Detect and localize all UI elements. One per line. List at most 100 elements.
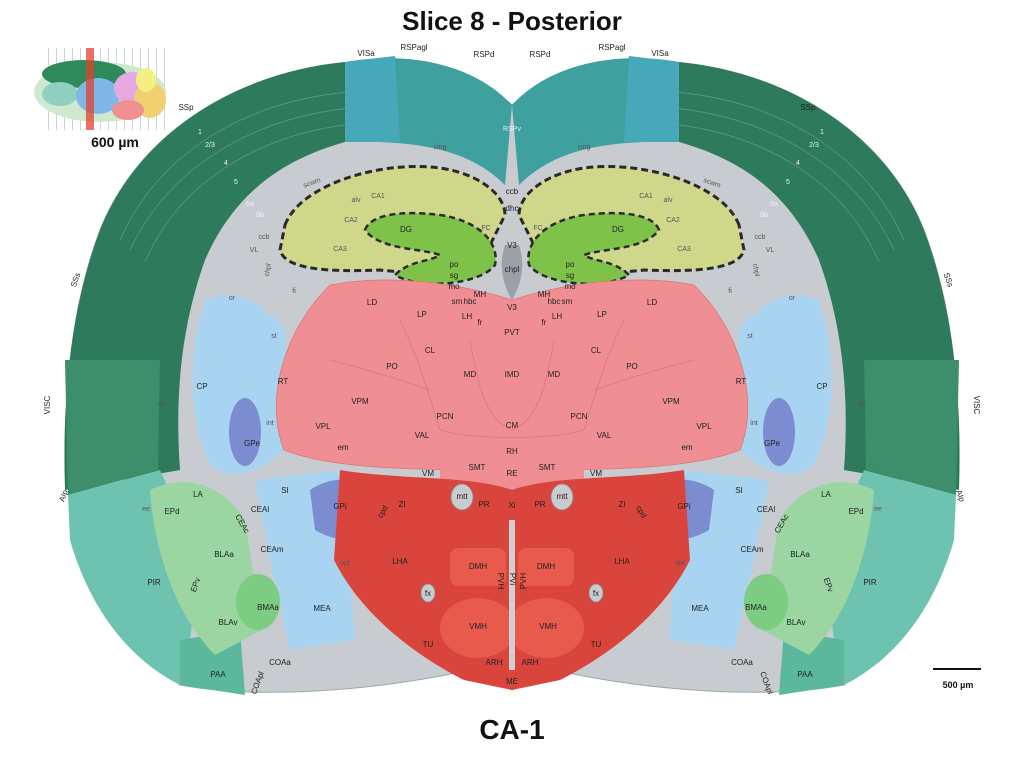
label-LH-right: LH (552, 312, 562, 321)
label-IMD: IMD (505, 370, 520, 379)
label-BLAa-left: BLAa (214, 550, 234, 559)
label-mtt-right: mtt (556, 492, 568, 501)
dentate-gyrus-left (363, 211, 497, 285)
label-L6b-right: 6b (760, 212, 768, 219)
label-CA3-right: CA3 (677, 246, 691, 253)
label-hbc-right: hbc (548, 297, 561, 306)
label-VM-left: VM (422, 469, 434, 478)
label-VISa-right: VISa (651, 49, 669, 58)
label-ccb-mid: ccb (506, 187, 519, 196)
label-CP-left: CP (196, 382, 207, 391)
label-RSPd-left: RSPd (474, 50, 495, 59)
label-PVH-left: PVH (496, 573, 505, 590)
label-L6a-left: 6a (246, 201, 254, 208)
label-CA3-left: CA3 (333, 246, 347, 253)
label-CEAl-left: CEAl (251, 505, 269, 514)
label-sm-left: sm (452, 297, 463, 306)
caudoputamen-right (734, 295, 832, 474)
label-VAL-right: VAL (597, 431, 612, 440)
label-VISa-left: VISa (357, 49, 375, 58)
label-fi-right: fi (728, 288, 732, 295)
label-AIp-left: AIp (57, 488, 70, 503)
label-em-right: em (681, 443, 692, 452)
label-ec-right: ec (858, 401, 866, 408)
label-TU-right: TU (591, 640, 602, 649)
label-GPi-right: GPi (677, 502, 691, 511)
label-CP-right: CP (816, 382, 827, 391)
label-GPe-left: GPe (244, 439, 261, 448)
label-BLAv-right: BLAv (787, 618, 806, 627)
amygdala-right (762, 482, 874, 655)
label-Xi: Xi (508, 501, 515, 510)
label-chpl-right: chpl (751, 263, 760, 277)
label-L4-left: 4 (224, 160, 228, 167)
label-mo-left: mo (448, 282, 460, 291)
label-COAa-right: COAa (731, 658, 753, 667)
amygdala-left (150, 482, 262, 655)
label-RT-right: RT (736, 377, 747, 386)
label-BLAa-right: BLAa (790, 550, 810, 559)
label-MH-left: MH (474, 290, 487, 299)
label-PAA-right: PAA (797, 670, 813, 679)
label-PVi: PVi (508, 573, 517, 586)
label-SSp-right: SSp (800, 103, 816, 112)
label-LP-right: LP (597, 310, 607, 319)
label-fr-right: fr (542, 318, 547, 327)
label-L23-right: 2/3 (809, 142, 819, 149)
label-RH: RH (506, 447, 518, 456)
label-FC-left: FC (481, 225, 490, 232)
label-L4-right: 4 (796, 160, 800, 167)
label-VPM-left: VPM (351, 397, 369, 406)
label-CA1-left: CA1 (371, 193, 385, 200)
label-VISC-left: VISC (43, 395, 52, 414)
label-CA2-right: CA2 (666, 217, 680, 224)
label-L1-left: 1 (198, 129, 202, 136)
inset-scale-label: 600 µm (91, 134, 139, 150)
label-hbc-left: hbc (464, 297, 477, 306)
inset-sagittal-thumbnail (34, 48, 168, 130)
slice-title: Slice 8 - Posterior (402, 6, 622, 36)
label-SI-right: SI (735, 486, 743, 495)
label-RT-left: RT (278, 377, 289, 386)
label-opt-right: opt (675, 560, 685, 567)
label-opt-left: opt (340, 560, 350, 567)
label-mtt-left: mtt (456, 492, 468, 501)
label-fx-right: fx (593, 589, 599, 598)
label-LHA-left: LHA (392, 557, 408, 566)
label-PIR-right: PIR (863, 578, 877, 587)
label-VPL-left: VPL (315, 422, 331, 431)
label-VMH-right: VMH (539, 622, 557, 631)
label-PIR-left: PIR (147, 578, 161, 587)
label-CM: CM (506, 421, 519, 430)
label-V3-bottom: V3 (507, 303, 517, 312)
label-PVT: PVT (504, 328, 520, 337)
label-L23-left: 2/3 (205, 142, 215, 149)
label-int-left: int (266, 420, 273, 427)
label-LA-left: LA (193, 490, 203, 499)
label-SMT-right: SMT (539, 463, 556, 472)
label-ccb-left: ccb (259, 234, 270, 241)
label-MD-left: MD (464, 370, 477, 379)
label-LD-left: LD (367, 298, 377, 307)
label-ee-left: ee (142, 506, 150, 513)
label-fx-left: fx (425, 589, 431, 598)
label-sg-right: sg (566, 271, 574, 280)
label-BLAv-left: BLAv (219, 618, 238, 627)
label-PO-left: PO (386, 362, 398, 371)
label-chpl-left: chpl (264, 263, 273, 277)
label-ccb-right: ccb (755, 234, 766, 241)
label-CA1-right: CA1 (639, 193, 653, 200)
label-MH-right: MH (538, 290, 551, 299)
label-st-right: st (747, 333, 753, 340)
label-ME: ME (506, 677, 518, 686)
label-VM-right: VM (590, 469, 602, 478)
label-VL-right: VL (766, 247, 775, 254)
label-sg-left: sg (450, 271, 458, 280)
label-ec-left: ec (158, 401, 166, 408)
label-SMT-left: SMT (469, 463, 486, 472)
label-fi-left: fi (292, 288, 296, 295)
label-ARH-right: ARH (522, 658, 539, 667)
label-V3-top: V3 (507, 241, 517, 250)
scale-bar (933, 668, 981, 670)
